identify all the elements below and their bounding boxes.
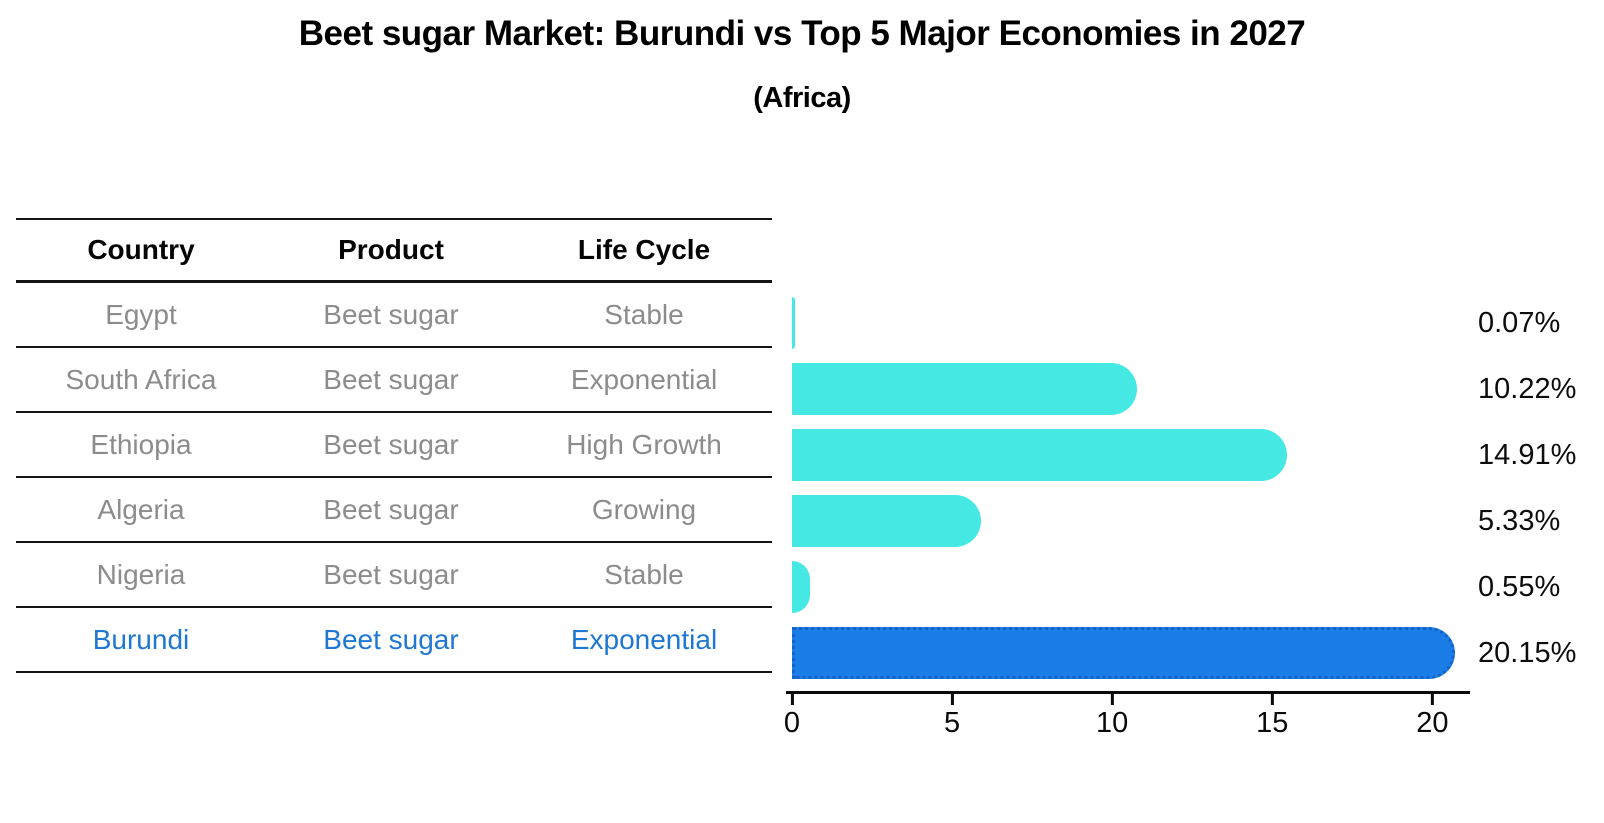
- tick-mark: [790, 694, 794, 705]
- cell-life-cycle: Exponential: [570, 623, 718, 655]
- cell-country: South Africa: [65, 363, 217, 395]
- tick-mark: [1270, 694, 1274, 705]
- table-header-row: Country Product Life Cycle: [16, 218, 772, 283]
- value-label-algeria: 5.33%: [1478, 504, 1561, 537]
- bar-row-egypt: [792, 290, 1458, 356]
- header-cell-product: Product: [338, 234, 444, 265]
- x-tick-10: 10: [1096, 694, 1128, 740]
- cell-product: Beet sugar: [323, 428, 459, 460]
- value-label-nigeria: 0.55%: [1478, 570, 1561, 603]
- table-row-nigeria: Nigeria Beet sugar Stable: [16, 543, 772, 608]
- tick-label: 0: [783, 707, 801, 739]
- cell-product: Beet sugar: [323, 623, 459, 655]
- header-cell-country: Country: [87, 234, 195, 265]
- x-tick-15: 15: [1256, 694, 1288, 740]
- value-label-egypt: 0.07%: [1478, 306, 1561, 339]
- chart-subtitle: (Africa): [753, 82, 851, 114]
- bar-egypt: [792, 297, 795, 349]
- cell-product: Beet sugar: [323, 298, 459, 330]
- table-row-egypt: Egypt Beet sugar Stable: [16, 283, 772, 348]
- tick-label: 15: [1256, 707, 1289, 739]
- value-label-south-africa: 10.22%: [1478, 372, 1577, 405]
- bar-south-africa: [792, 363, 1138, 415]
- table-row-algeria: Algeria Beet sugar Growing: [16, 478, 772, 543]
- cell-life-cycle: Stable: [604, 298, 684, 330]
- tick-mark: [1430, 694, 1434, 705]
- cell-product: Beet sugar: [323, 363, 459, 395]
- cell-life-cycle: Stable: [604, 558, 684, 590]
- table-row-burundi: Burundi Beet sugar Exponential: [16, 608, 772, 673]
- cell-country: Ethiopia: [90, 428, 192, 460]
- cell-country: Egypt: [105, 298, 177, 330]
- table-row-ethiopia: Ethiopia Beet sugar High Growth: [16, 413, 772, 478]
- cell-product: Beet sugar: [323, 493, 459, 525]
- value-label-burundi: 20.15%: [1478, 636, 1577, 669]
- bar-ethiopia: [792, 429, 1288, 481]
- tick-label: 20: [1416, 707, 1449, 739]
- bar-plot-area: [792, 290, 1458, 686]
- bar-algeria: [792, 495, 981, 547]
- cell-country: Nigeria: [96, 558, 186, 590]
- x-axis: 0 5 10 15 20: [784, 694, 1458, 744]
- country-table: Country Product Life Cycle Egypt Beet su…: [16, 218, 772, 673]
- header-cell-life-cycle: Life Cycle: [577, 234, 711, 265]
- cell-product: Beet sugar: [323, 558, 459, 590]
- cell-country: Burundi: [92, 623, 190, 655]
- chart-title: Beet sugar Market: Burundi vs Top 5 Majo…: [298, 14, 1306, 53]
- bar-row-ethiopia: [792, 422, 1458, 488]
- tick-label: 10: [1096, 707, 1129, 739]
- tick-mark: [1110, 694, 1114, 705]
- x-tick-0: 0: [784, 694, 800, 740]
- bar-nigeria: [792, 561, 810, 613]
- tick-mark: [950, 694, 954, 705]
- value-label-ethiopia: 14.91%: [1478, 438, 1577, 471]
- tick-label: 5: [944, 707, 961, 739]
- x-tick-20: 20: [1416, 694, 1449, 740]
- cell-country: Algeria: [97, 493, 185, 525]
- table-row-south-africa: South Africa Beet sugar Exponential: [16, 348, 772, 413]
- bar-row-nigeria: [792, 554, 1458, 620]
- bar-row-burundi: [792, 620, 1458, 686]
- cell-life-cycle: Growing: [591, 493, 697, 525]
- x-tick-5: 5: [944, 694, 960, 740]
- bar-row-algeria: [792, 488, 1458, 554]
- cell-life-cycle: High Growth: [566, 428, 722, 460]
- bar-burundi: [792, 627, 1456, 679]
- cell-life-cycle: Exponential: [570, 363, 718, 395]
- x-axis-line: [786, 691, 1470, 694]
- bar-row-south-africa: [792, 356, 1458, 422]
- value-label-column: 0.07% 10.22% 14.91% 5.33% 0.55% 20.15%: [1478, 290, 1604, 686]
